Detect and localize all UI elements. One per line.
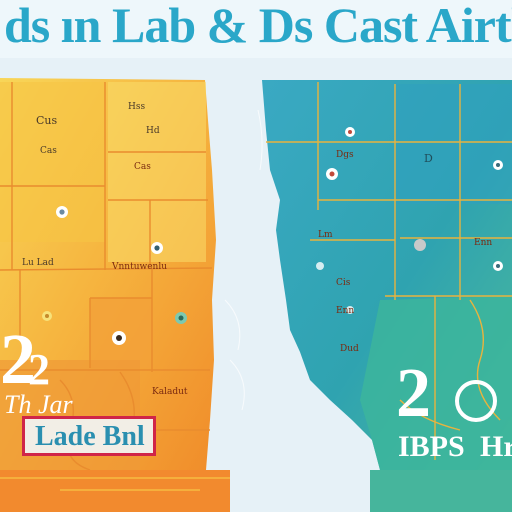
left-tile-a [0,82,105,242]
badge-text: Lade Bnl [35,421,145,452]
left-big-number: 2 [0,319,36,399]
badge: Lade Bnl [22,416,156,456]
marker [346,306,354,314]
marker [414,239,426,251]
map-label: Enn [336,306,355,316]
map-markers [42,127,503,345]
marker [348,130,352,134]
map-label: Vnntuwenlu [112,262,168,272]
map-label: Hd [146,126,160,136]
right-caption-left: IBPS [398,430,465,463]
map-label: Hss [128,102,146,112]
marker [329,171,335,177]
marker [178,315,184,321]
bottom-strip-left [0,470,230,512]
coast-lines [224,109,263,411]
number-ring [455,380,497,422]
map-label: Lu Lad [22,258,54,268]
left-tile-b [108,82,206,262]
right-big-number: 2 [396,355,431,432]
map-label: D [424,152,433,165]
left-small-number: 2 [28,345,50,394]
right-borders [266,82,512,460]
map-label: Dud [340,344,359,354]
map-label: Cas [134,162,151,172]
map-label: Cus [36,114,58,127]
right-lower-green [360,296,512,470]
marker [496,163,500,167]
right-caption-right: Hr [480,430,512,463]
left-caption: Th Jar [4,390,73,419]
right-tile-upper [395,84,512,204]
title-bar: ds ın Lab & Ds Cast Airth c [0,0,512,58]
marker [116,335,122,341]
marker [316,262,324,270]
map-label: Cas [40,146,57,156]
map-label: Kaladut [152,387,188,397]
page-title: ds ın Lab & Ds Cast Airth c [4,0,512,53]
bottom-strip-mid [230,470,370,512]
marker [59,209,65,215]
bottom-strip-right [370,470,512,512]
map-label: Lm [318,230,333,240]
marker [496,264,500,268]
map-label: Enn [474,238,493,248]
marker [154,245,160,251]
map-label: Dgs [336,150,354,160]
marker [45,314,49,318]
map-label: Cis [336,278,351,288]
